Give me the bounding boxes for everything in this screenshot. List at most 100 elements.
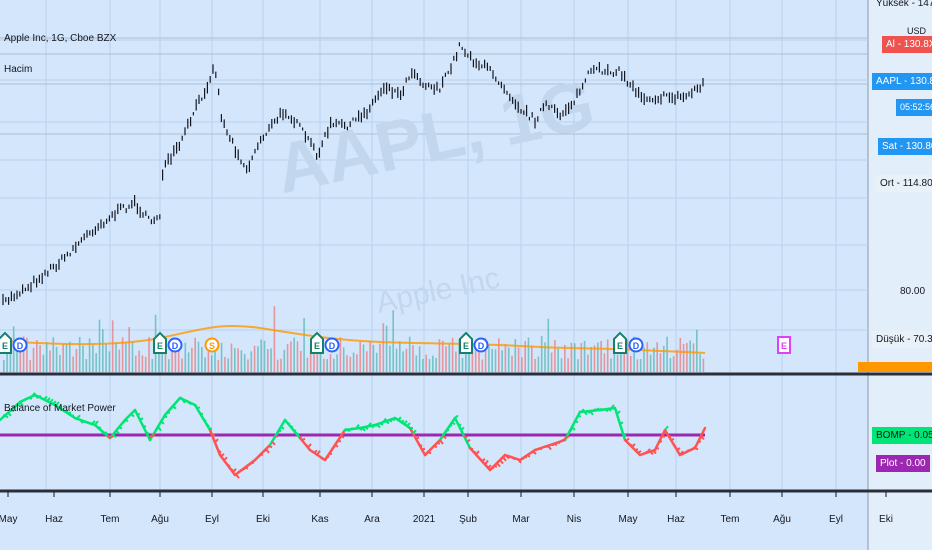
volume-bar (6, 336, 8, 372)
event-marker-e[interactable] (0, 331, 12, 354)
volume-bar (682, 343, 685, 372)
bomp-line-detail (442, 434, 447, 440)
event-marker-d[interactable] (167, 337, 183, 353)
bid-tag-name: Sat (882, 141, 898, 152)
volume-bar (379, 343, 381, 372)
bomp-line-detail (634, 448, 639, 451)
time-axis-label: Eyl (829, 514, 843, 525)
event-marker-e[interactable] (459, 331, 473, 354)
bomp-line-detail (199, 412, 204, 416)
event-marker-label: E (617, 341, 623, 351)
price-pane[interactable] (0, 0, 868, 372)
bomp-line-detail (466, 438, 471, 443)
bomp-line-detail (499, 459, 504, 465)
volume-bar (418, 346, 421, 372)
bomp-line-detail (550, 443, 555, 447)
volume-bar (220, 342, 223, 372)
bomp-line-detail (700, 435, 705, 441)
event-marker-e[interactable] (310, 331, 324, 354)
volume-bar (148, 337, 150, 372)
bomp-line-detail (268, 445, 273, 449)
bomp-tag-name: BOMP (876, 430, 906, 441)
volume-bar (214, 340, 216, 372)
bomp-line-detail (406, 422, 411, 427)
bomp-line-detail (667, 434, 672, 438)
volume-bar (603, 353, 606, 372)
bomp-line-detail (13, 404, 18, 409)
event-marker-d[interactable] (473, 337, 489, 353)
volume-bar (577, 359, 579, 372)
volume-bar (676, 349, 678, 372)
bomp-line-detail (214, 438, 219, 444)
bomp-line-detail (106, 434, 111, 440)
bomp-line-detail (157, 426, 162, 432)
bomp-line-detail (55, 401, 60, 407)
volume-bar (544, 342, 546, 372)
bomp-line-detail (196, 406, 201, 410)
bomp-line-detail (139, 417, 144, 421)
bomp-line-segment (623, 438, 642, 457)
volume-bar (646, 342, 649, 372)
bomp-line-segment (453, 416, 472, 450)
volume-bar (590, 347, 592, 372)
volume-title[interactable]: Hacim (4, 64, 33, 75)
volume-bar (626, 339, 629, 372)
event-marker-d[interactable] (12, 337, 28, 353)
bomp-line-detail (43, 395, 48, 401)
time-axis-label: Tem (721, 514, 740, 525)
bomp-line-detail (253, 457, 258, 462)
bomp-line-detail (64, 409, 69, 413)
volume-bar (181, 358, 183, 372)
volume-bar (382, 323, 385, 372)
bomp-line-detail (22, 397, 27, 402)
event-marker-e[interactable] (777, 336, 791, 354)
bomp-line-detail (202, 417, 207, 423)
bomp-line-detail (313, 449, 318, 454)
event-marker-s[interactable] (204, 337, 220, 353)
average-tag-name: Ort (880, 178, 894, 189)
bomp-line-detail (115, 430, 120, 435)
plot-tag: Plot - 0.00 (876, 455, 930, 472)
volume-bar (441, 340, 444, 372)
currency-label: USD (907, 26, 927, 36)
bomp-line-detail (487, 464, 492, 469)
volume-bar (587, 354, 589, 372)
bid-tag-value: 130.80 (905, 141, 932, 152)
event-marker-e[interactable] (153, 331, 167, 354)
volume-bar (257, 346, 259, 372)
volume-bar (692, 343, 695, 372)
volume-bar (95, 353, 97, 372)
bomp-line-detail (658, 440, 663, 443)
volume-bar (333, 358, 335, 372)
bomp-line-detail (391, 418, 396, 422)
bomp-line-detail (124, 419, 129, 423)
event-marker-e[interactable] (613, 331, 627, 354)
bomp-line-detail (424, 450, 429, 456)
bomp-line-detail (265, 448, 270, 454)
volume-bar (42, 354, 45, 372)
volume-bar (636, 359, 639, 372)
bomp-line-detail (586, 410, 591, 414)
time-axis-label: Eyl (205, 514, 219, 525)
bomp-line-detail (670, 438, 675, 441)
volume-bar (78, 337, 81, 372)
bomp-line-detail (385, 420, 390, 425)
bomp-line-segment (563, 410, 582, 442)
bid-tag: Sat - 130.80 (878, 138, 932, 155)
time-axis-label: Ağu (773, 514, 791, 525)
bomp-line-detail (397, 416, 402, 421)
bomp-line-detail (169, 406, 174, 411)
volume-bar (184, 342, 187, 372)
last-price-value: 130.81 (910, 76, 932, 87)
time-axis-label: Haz (667, 514, 685, 525)
indicator-title[interactable]: Balance of Market Power (4, 403, 116, 414)
bomp-line-detail (661, 435, 666, 438)
event-marker-d[interactable] (628, 337, 644, 353)
volume-bar (309, 344, 312, 372)
bomp-line-detail (274, 435, 279, 438)
event-marker-d[interactable] (324, 337, 340, 353)
bomp-line-detail (337, 439, 342, 443)
bomp-line-detail (604, 408, 609, 413)
symbol-title[interactable]: Apple Inc, 1G, Cboe BZX (4, 33, 117, 44)
